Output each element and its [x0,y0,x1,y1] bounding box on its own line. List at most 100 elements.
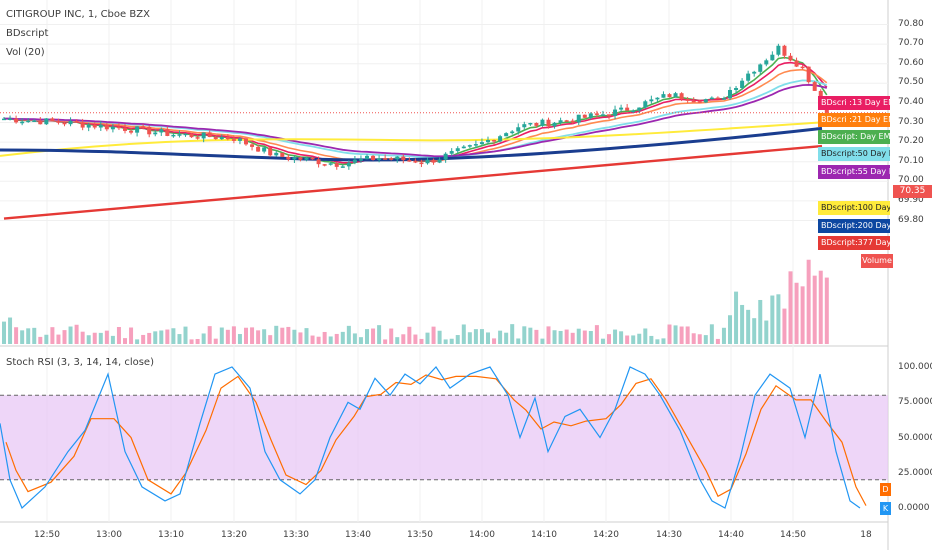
volume-bar [407,326,412,344]
last-price-tag: 70.35 [893,185,932,198]
volume-bar [546,326,551,344]
candle-body [413,160,418,163]
volume-bar [673,325,678,344]
candle-body [461,146,466,149]
time-tick-label: 14:00 [469,530,495,540]
candle-body [153,132,158,135]
volume-bar [389,328,394,344]
ma-tag: BDscript:50 Day MA [818,147,890,161]
stoch-rsi-title[interactable]: Stoch RSI (3, 3, 14, 14, close) [6,357,154,368]
volume-bar [613,329,618,344]
indicator-volume-label[interactable]: Vol (20) [6,47,45,58]
candle-body [667,94,672,98]
volume-bar [98,332,103,344]
volume-bar [558,330,563,344]
indicator-bdscript-label[interactable]: BDscript [6,28,49,39]
price-tick-label: 70.10 [898,155,924,166]
candle-body [371,155,376,160]
rsi-band [0,395,888,480]
candle-body [256,146,261,152]
volume-bar [461,324,466,344]
volume-bar [649,335,654,344]
candle-body [98,124,103,128]
volume-bar [703,335,708,344]
volume-bar [171,328,176,344]
candle-body [201,132,206,139]
candle-body [625,107,630,111]
candle-body [679,93,684,100]
volume-bar [44,334,49,344]
volume-bar [104,330,109,344]
volume-bar [135,339,140,344]
candle-body [92,124,97,128]
volume-bar [225,329,230,344]
price-tick-label: 70.30 [898,116,924,127]
volume-bar [383,339,388,344]
volume-bar [286,326,291,344]
volume-bar [455,335,460,344]
volume-bar [552,330,557,344]
volume-bar [818,270,823,344]
volume-bar [183,326,188,344]
time-tick-label: 13:00 [96,530,122,540]
symbol-title[interactable]: CITIGROUP INC, 1, Cboe BZX [6,9,150,20]
ma-tag: BDscript:200 Day MA [818,219,890,233]
volume-bar [334,333,339,344]
volume-bar [655,339,660,344]
candle-body [207,132,212,138]
time-tick-label: 13:10 [158,530,184,540]
candle-body [274,152,279,156]
candle-body [74,120,79,123]
price-tick-label: 70.40 [898,96,924,107]
candle-body [171,134,176,137]
time-tick-label: 13:50 [407,530,433,540]
candle-body [177,134,182,136]
candle-body [449,151,454,154]
candle-body [395,156,400,160]
candle-body [292,157,297,160]
rsi-k-marker: K [880,502,891,515]
candle-body [189,133,194,138]
volume-bar [643,328,648,344]
price-tick-label: 70.80 [898,18,924,29]
candle-body [516,127,521,132]
volume-bars [2,259,829,344]
candle-body [80,122,85,128]
volume-bar [443,339,448,344]
candle-body [298,157,303,160]
candle-body [141,126,146,128]
candle-body [389,158,394,160]
candle-body [431,159,436,163]
volume-bar [14,327,19,344]
candle-body [691,100,696,103]
volume-bar [528,327,533,344]
candle-body [552,122,557,127]
volume-bar [812,275,817,344]
candle-body [159,129,164,133]
time-tick-label: 14:20 [593,530,619,540]
volume-bar [371,328,376,344]
candle-body [473,144,478,146]
candle-body [322,164,327,166]
candle-body [20,121,25,124]
candle-body [8,118,13,120]
candle-body [812,82,817,91]
volume-bar [165,329,170,344]
candle-body [437,159,442,163]
volume-bar [395,337,400,344]
volume-bar [467,332,472,344]
candle-body [715,97,720,100]
volume-bar [776,294,781,344]
volume-bar [752,318,757,344]
stoch-rsi-panel [0,366,888,510]
volume-bar [50,327,55,344]
volume-bar [219,327,224,344]
volume-bar [419,338,424,344]
volume-bar [358,337,363,344]
volume-bar [479,329,484,344]
volume-bar [201,333,206,344]
volume-bar [304,328,309,344]
volume-bar [734,291,739,344]
price-tick-label: 69.90 [898,194,924,205]
